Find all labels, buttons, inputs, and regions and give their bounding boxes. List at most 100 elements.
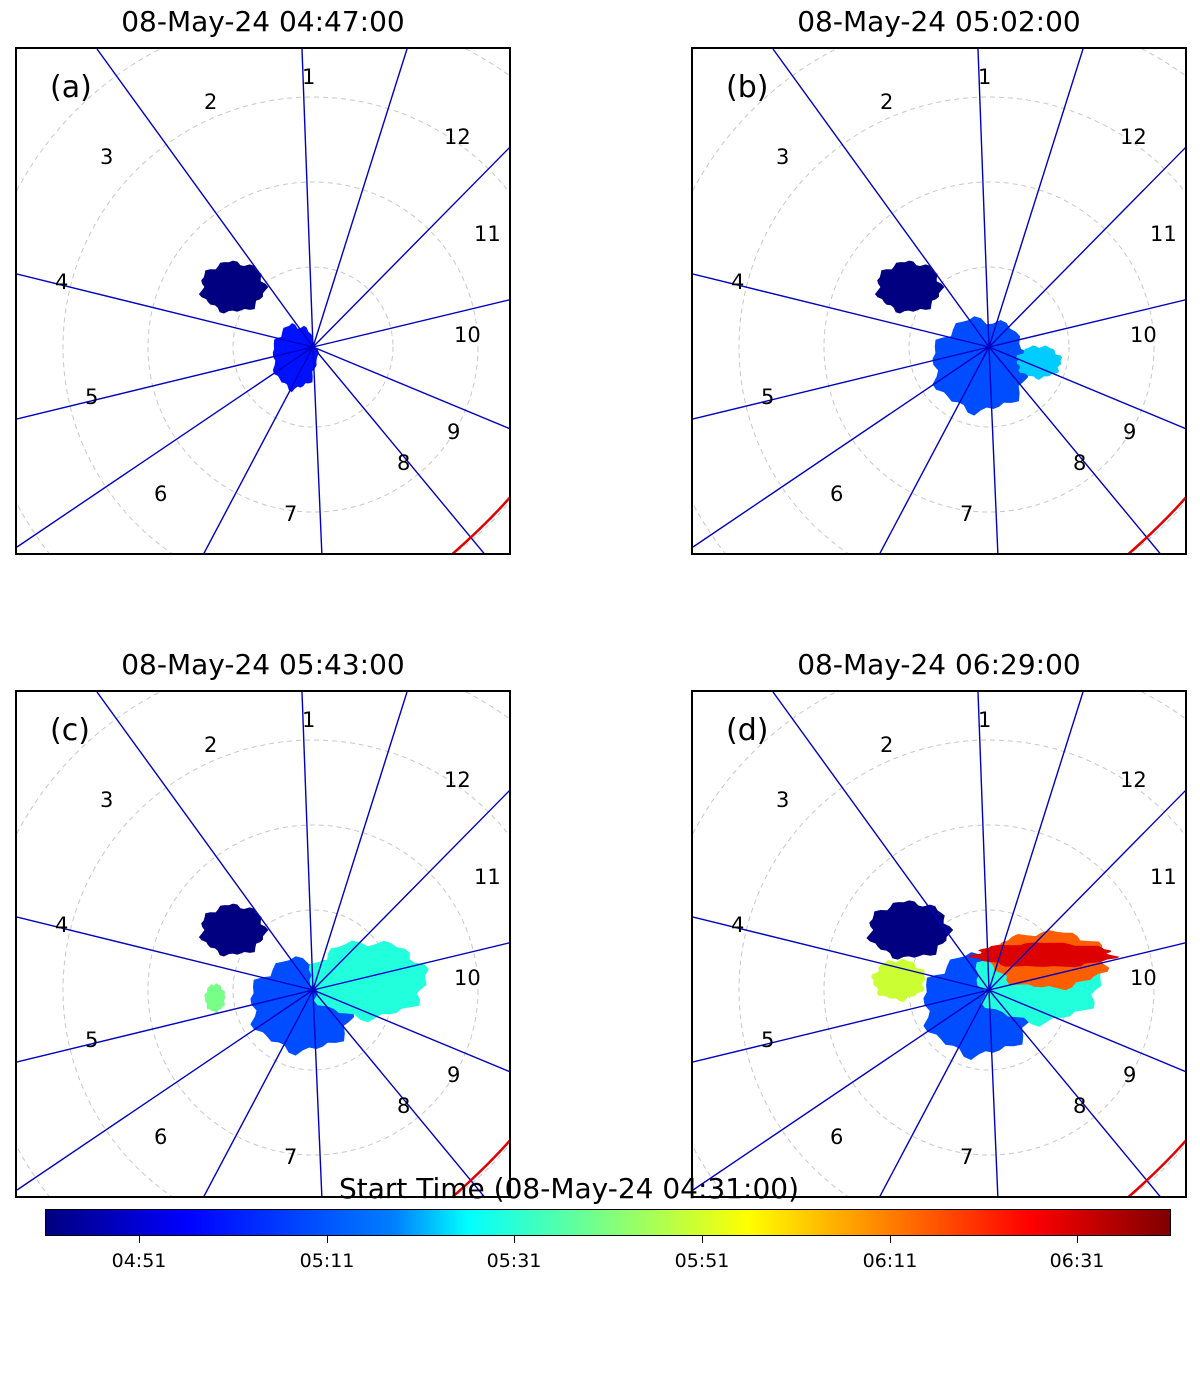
mlt-meridian-line bbox=[312, 346, 485, 553]
panel-title: 08-May-24 06:29:00 bbox=[797, 648, 1081, 681]
mlt-label: 9 bbox=[447, 420, 460, 444]
mlt-label: 9 bbox=[447, 1063, 460, 1087]
boundary-arc bbox=[1127, 1139, 1185, 1196]
grid-circle bbox=[823, 181, 1155, 513]
colorbar-tick bbox=[890, 1236, 891, 1243]
polar-panel: 1 2 3 4 5 6 7 8 9 10 11 12 (d) bbox=[691, 690, 1187, 1198]
data-patch bbox=[874, 260, 945, 314]
panel-label: (d) bbox=[726, 713, 768, 748]
grid-circle bbox=[17, 49, 509, 553]
mlt-label: 12 bbox=[1120, 125, 1147, 149]
mlt-label: 10 bbox=[1130, 966, 1157, 990]
mlt-meridian-line bbox=[312, 346, 323, 553]
colorbar-tick bbox=[327, 1236, 328, 1243]
mlt-meridian-line bbox=[17, 989, 314, 1191]
mlt-label: 4 bbox=[731, 270, 744, 294]
data-patch bbox=[198, 903, 269, 957]
mlt-label: 5 bbox=[761, 1028, 774, 1052]
mlt-label: 2 bbox=[204, 733, 217, 757]
mlt-meridian-line bbox=[988, 346, 999, 553]
mlt-label: 12 bbox=[444, 125, 471, 149]
mlt-meridian-line bbox=[312, 346, 509, 430]
mlt-label: 10 bbox=[454, 323, 481, 347]
mlt-meridian-line bbox=[203, 346, 314, 553]
data-patch bbox=[932, 316, 1034, 416]
boundary-arc bbox=[1127, 496, 1185, 553]
colorbar-tick bbox=[139, 1236, 140, 1243]
mlt-label: 3 bbox=[100, 145, 113, 169]
data-patch bbox=[204, 983, 226, 1014]
panel-title: 08-May-24 04:47:00 bbox=[121, 5, 405, 38]
colorbar-tick bbox=[702, 1236, 703, 1243]
mlt-label: 1 bbox=[302, 65, 315, 89]
mlt-meridian-line bbox=[17, 989, 314, 1063]
mlt-label: 1 bbox=[302, 708, 315, 732]
grid-circle bbox=[823, 824, 1155, 1156]
mlt-label: 5 bbox=[761, 385, 774, 409]
mlt-label: 2 bbox=[204, 90, 217, 114]
grid-circle bbox=[147, 181, 479, 513]
mlt-label: 5 bbox=[85, 1028, 98, 1052]
mlt-label: 4 bbox=[55, 270, 68, 294]
mlt-meridian-line bbox=[988, 989, 1185, 1073]
mlt-label: 7 bbox=[960, 1145, 973, 1169]
mlt-meridian-line bbox=[879, 346, 990, 553]
mlt-label: 4 bbox=[55, 913, 68, 937]
mlt-label: 3 bbox=[100, 788, 113, 812]
mlt-label: 11 bbox=[474, 222, 501, 246]
colorbar bbox=[45, 1209, 1171, 1236]
grid-circle bbox=[738, 96, 1185, 553]
mlt-label: 1 bbox=[978, 65, 991, 89]
mlt-label: 11 bbox=[474, 865, 501, 889]
mlt-label: 8 bbox=[397, 451, 410, 475]
mlt-meridian-line bbox=[879, 989, 990, 1196]
mlt-label: 6 bbox=[830, 1125, 843, 1149]
mlt-meridian-line bbox=[693, 989, 990, 1063]
mlt-meridian-line bbox=[988, 346, 1161, 553]
colorbar-tick bbox=[1077, 1236, 1078, 1243]
mlt-meridian-line bbox=[312, 299, 509, 348]
data-patch bbox=[967, 942, 1120, 968]
mlt-meridian-line bbox=[693, 346, 990, 420]
mlt-meridian-line bbox=[312, 942, 509, 991]
polar-panel: 1 2 3 4 5 6 7 8 9 10 11 12 (c) bbox=[15, 690, 511, 1198]
mlt-meridian-line bbox=[312, 147, 509, 348]
colorbar-tick-label: 04:51 bbox=[111, 1250, 167, 1272]
grid-circle bbox=[693, 49, 1185, 553]
mlt-meridian-line bbox=[988, 346, 1185, 430]
mlt-label: 5 bbox=[85, 385, 98, 409]
mlt-meridian-line bbox=[693, 273, 990, 348]
mlt-meridian-line bbox=[312, 989, 509, 1073]
panel-label: (a) bbox=[50, 70, 92, 105]
mlt-meridian-line bbox=[693, 346, 990, 548]
colorbar-tick-label: 05:11 bbox=[299, 1250, 355, 1272]
polar-panel: 1 2 3 4 5 6 7 8 9 10 11 12 (a) bbox=[15, 47, 511, 555]
mlt-label: 2 bbox=[880, 90, 893, 114]
mlt-meridian-line bbox=[312, 790, 509, 991]
mlt-meridian-line bbox=[312, 989, 323, 1196]
panel-label: (b) bbox=[726, 70, 768, 105]
mlt-meridian-line bbox=[988, 989, 1161, 1196]
mlt-meridian-line bbox=[312, 692, 408, 991]
mlt-label: 12 bbox=[444, 768, 471, 792]
mlt-meridian-line bbox=[772, 49, 990, 348]
mlt-label: 10 bbox=[454, 966, 481, 990]
boundary-arc bbox=[451, 496, 509, 553]
mlt-meridian-line bbox=[988, 49, 1084, 348]
data-patch bbox=[308, 940, 429, 1023]
mlt-label: 3 bbox=[776, 145, 789, 169]
mlt-meridian-line bbox=[17, 916, 314, 991]
mlt-label: 11 bbox=[1150, 865, 1177, 889]
mlt-label: 4 bbox=[731, 913, 744, 937]
data-patch bbox=[1016, 345, 1063, 380]
mlt-label: 12 bbox=[1120, 768, 1147, 792]
data-patch bbox=[198, 260, 269, 314]
mlt-meridian-line bbox=[977, 692, 990, 991]
grid-circle bbox=[17, 692, 18, 693]
mlt-meridian-line bbox=[312, 49, 408, 348]
grid-circle bbox=[908, 266, 1070, 428]
grid-circle bbox=[17, 49, 18, 50]
grid-circle bbox=[693, 692, 694, 693]
